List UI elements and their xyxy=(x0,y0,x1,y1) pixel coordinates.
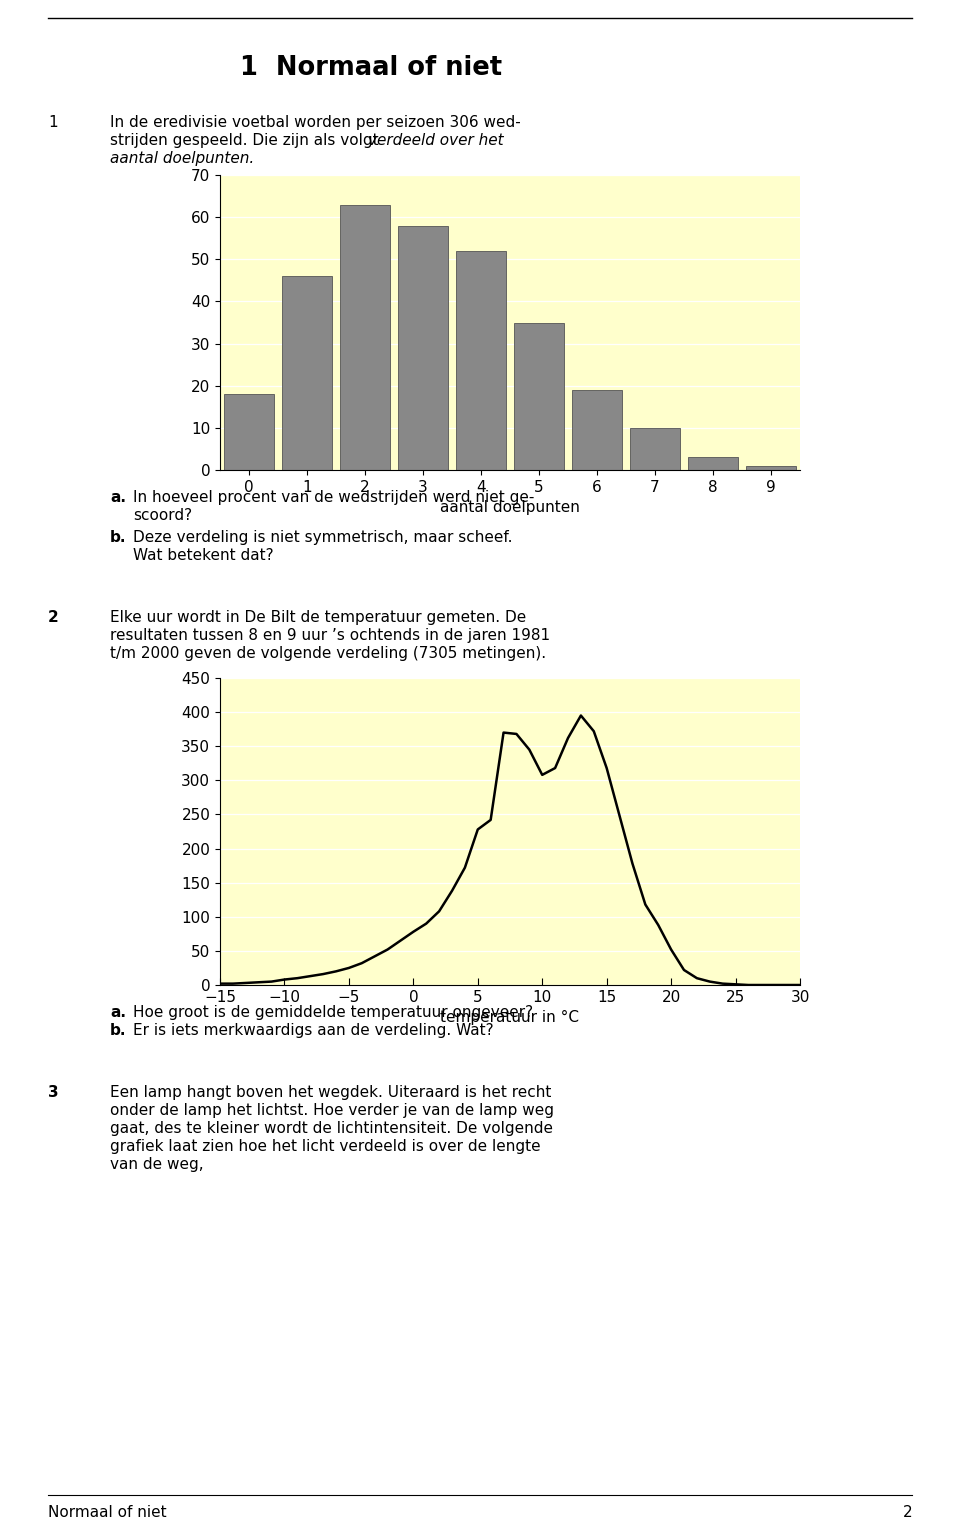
Text: b.: b. xyxy=(110,531,127,545)
Bar xyxy=(746,466,796,469)
Text: a.: a. xyxy=(110,1005,126,1020)
Text: In hoeveel procent van de wedstrijden werd niet ge-: In hoeveel procent van de wedstrijden we… xyxy=(133,489,535,505)
Bar xyxy=(341,204,390,469)
Bar xyxy=(456,252,506,469)
X-axis label: aantal doelpunten: aantal doelpunten xyxy=(440,500,580,515)
Text: resultaten tussen 8 en 9 uur ’s ochtends in de jaren 1981: resultaten tussen 8 en 9 uur ’s ochtends… xyxy=(110,627,550,643)
Text: 1  Normaal of niet: 1 Normaal of niet xyxy=(240,55,502,81)
Text: verdeeld over het: verdeeld over het xyxy=(368,133,504,147)
Bar xyxy=(515,322,564,469)
Text: 2: 2 xyxy=(48,611,59,624)
Text: 2: 2 xyxy=(902,1505,912,1520)
Bar xyxy=(688,457,737,469)
Bar xyxy=(282,276,331,469)
Bar xyxy=(225,394,274,469)
X-axis label: temperatuur in °C: temperatuur in °C xyxy=(441,1011,580,1025)
Text: aantal doelpunten.: aantal doelpunten. xyxy=(110,150,254,166)
Text: gaat, des te kleiner wordt de lichtintensiteit. De volgende: gaat, des te kleiner wordt de lichtinten… xyxy=(110,1121,553,1137)
Text: strijden gespeeld. Die zijn als volgt: strijden gespeeld. Die zijn als volgt xyxy=(110,133,383,147)
Text: a.: a. xyxy=(110,489,126,505)
Bar xyxy=(572,390,622,469)
Text: Normaal of niet: Normaal of niet xyxy=(48,1505,167,1520)
Text: scoord?: scoord? xyxy=(133,508,192,523)
Bar xyxy=(398,225,447,469)
Bar xyxy=(631,428,680,469)
Text: Deze verdeling is niet symmetrisch, maar scheef.: Deze verdeling is niet symmetrisch, maar… xyxy=(133,531,513,545)
Text: 3: 3 xyxy=(48,1085,59,1100)
Text: t/m 2000 geven de volgende verdeling (7305 metingen).: t/m 2000 geven de volgende verdeling (73… xyxy=(110,646,546,661)
Text: 1: 1 xyxy=(48,115,58,130)
Text: onder de lamp het lichtst. Hoe verder je van de lamp weg: onder de lamp het lichtst. Hoe verder je… xyxy=(110,1103,554,1118)
Text: grafiek laat zien hoe het licht verdeeld is over de lengte: grafiek laat zien hoe het licht verdeeld… xyxy=(110,1140,540,1154)
Text: Er is iets merkwaardigs aan de verdeling. Wat?: Er is iets merkwaardigs aan de verdeling… xyxy=(133,1023,493,1039)
Text: van de weg,: van de weg, xyxy=(110,1157,204,1172)
Text: Wat betekent dat?: Wat betekent dat? xyxy=(133,548,274,563)
Text: Elke uur wordt in De Bilt de temperatuur gemeten. De: Elke uur wordt in De Bilt de temperatuur… xyxy=(110,611,526,624)
Text: In de eredivisie voetbal worden per seizoen 306 wed-: In de eredivisie voetbal worden per seiz… xyxy=(110,115,520,130)
Text: Hoe groot is de gemiddelde temperatuur ongeveer?: Hoe groot is de gemiddelde temperatuur o… xyxy=(133,1005,533,1020)
Text: Een lamp hangt boven het wegdek. Uiteraard is het recht: Een lamp hangt boven het wegdek. Uiteraa… xyxy=(110,1085,551,1100)
Text: b.: b. xyxy=(110,1023,127,1039)
